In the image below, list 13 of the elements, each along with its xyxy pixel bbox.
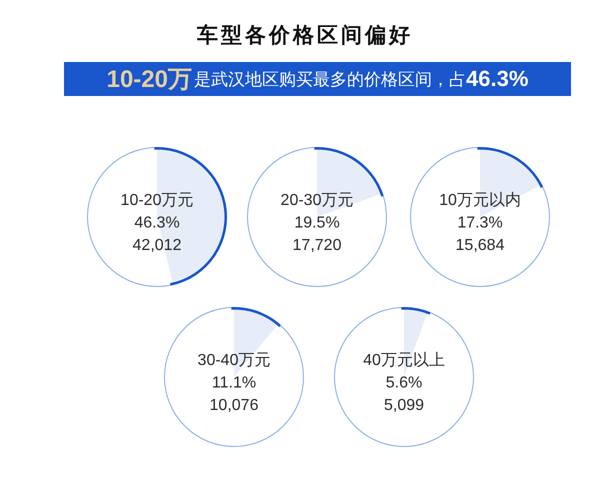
data-label: 17.3% — [457, 214, 503, 232]
text: 17,720 — [292, 236, 342, 254]
text: 15,684 — [456, 236, 505, 254]
data-label: 46.3% — [134, 214, 180, 232]
slice-label: 10-20万元 — [120, 192, 194, 209]
data-label: 19.5% — [294, 214, 340, 232]
text: 车型各价格区间偏好 — [196, 23, 414, 49]
text: 10,076 — [210, 396, 259, 414]
data-label: 11.1% — [212, 374, 256, 392]
data-label: 5.6% — [386, 374, 422, 392]
text: 10-20万是武汉地区购买最多的价格区间，占46.3% — [106, 65, 528, 95]
text: 5,099 — [384, 396, 424, 414]
text: 42,012 — [132, 236, 182, 254]
